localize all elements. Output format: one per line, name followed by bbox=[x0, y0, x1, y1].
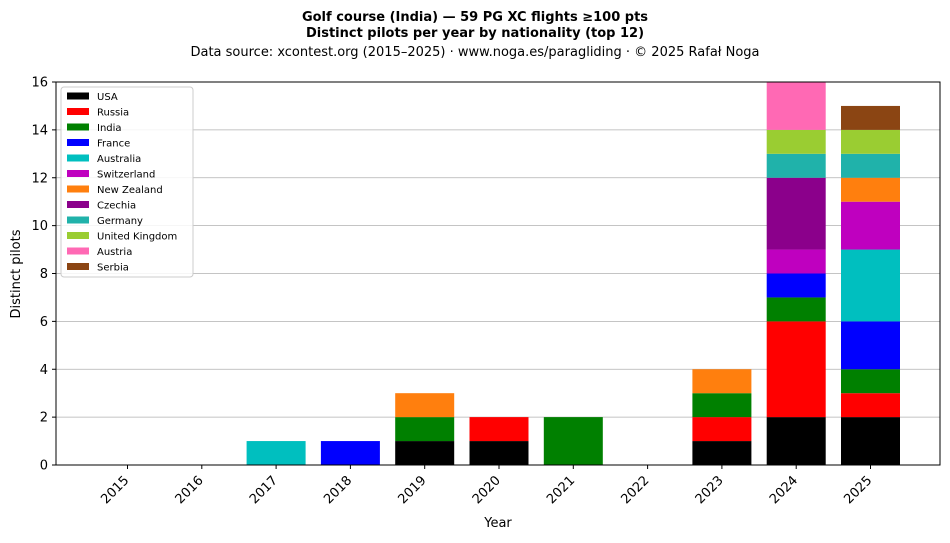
bar-segment bbox=[841, 249, 900, 322]
x-tick-label: 2017 bbox=[247, 473, 281, 507]
x-tick-label: 2020 bbox=[470, 473, 504, 507]
y-axis: 0 2 4 6 8 10 12 14 16 bbox=[31, 76, 56, 474]
legend-entry: USA bbox=[97, 92, 118, 103]
legend-entry: United Kingdom bbox=[97, 232, 177, 243]
legend-entry: Australia bbox=[97, 154, 141, 165]
x-axis: 2015 2016 2017 2018 2019 2020 2021 2022 2023 2024… bbox=[98, 465, 875, 507]
legend-box bbox=[60, 86, 194, 278]
legend-entry: Switzerland bbox=[97, 170, 155, 181]
y-tick-label: 14 bbox=[31, 123, 48, 138]
bar-segment bbox=[692, 369, 752, 394]
x-tick-label: 2023 bbox=[693, 473, 727, 507]
bar-segment bbox=[692, 441, 752, 465]
legend-entry: New Zealand bbox=[97, 185, 163, 196]
y-tick-label: 4 bbox=[40, 363, 48, 378]
bar-segment bbox=[692, 417, 752, 442]
bar-segment bbox=[766, 321, 826, 418]
bar-segment bbox=[841, 105, 900, 130]
y-tick-label: 6 bbox=[40, 315, 48, 330]
legend: USA Russia India France Australia Switzerland… bbox=[60, 86, 194, 278]
legend-swatch bbox=[67, 139, 89, 146]
bar-segment bbox=[841, 153, 900, 178]
legend-swatch bbox=[67, 123, 89, 131]
bar-segment bbox=[766, 273, 826, 298]
y-tick-label: 2 bbox=[40, 411, 48, 426]
bar-segment bbox=[469, 441, 529, 465]
legend-swatch bbox=[67, 185, 89, 193]
legend-swatch bbox=[67, 108, 89, 115]
legend-entry: Germany bbox=[97, 216, 143, 227]
y-axis-label: Distinct pilots bbox=[9, 229, 24, 318]
bar-segment bbox=[841, 393, 900, 418]
legend-entry: Russia bbox=[97, 108, 129, 119]
bar-segment bbox=[766, 297, 826, 322]
legend-swatch bbox=[67, 263, 89, 270]
legend-swatch bbox=[67, 216, 89, 224]
x-tick-label: 2019 bbox=[396, 473, 430, 507]
legend-swatch bbox=[67, 170, 89, 177]
y-tick-label: 8 bbox=[40, 267, 48, 282]
bar-segment bbox=[692, 393, 752, 418]
bar-segment bbox=[841, 177, 900, 202]
bar-segment bbox=[841, 417, 900, 465]
legend-entry: France bbox=[97, 139, 130, 150]
y-tick-label: 12 bbox=[31, 171, 48, 186]
legend-swatch bbox=[67, 201, 89, 208]
bar-segment bbox=[395, 393, 455, 418]
x-tick-label: 2016 bbox=[173, 473, 207, 507]
y-tick-label: 10 bbox=[31, 219, 48, 234]
chart-source-line: Data source: xcontest.org (2015–2025) · … bbox=[190, 45, 759, 60]
bar-segment bbox=[766, 417, 826, 465]
bar-segment bbox=[395, 417, 455, 442]
chart-subtitle: Distinct pilots per year by nationality … bbox=[306, 26, 644, 41]
bar-segment bbox=[469, 417, 529, 442]
x-tick-label: 2015 bbox=[98, 473, 132, 507]
x-tick-label: 2025 bbox=[841, 473, 875, 507]
bar-segment bbox=[841, 369, 900, 394]
bar-segment bbox=[320, 441, 380, 465]
bar-segment bbox=[766, 177, 826, 250]
legend-swatch bbox=[67, 92, 89, 100]
x-tick-label: 2021 bbox=[544, 473, 578, 507]
legend-entry: Austria bbox=[97, 247, 132, 258]
legend-entry: Serbia bbox=[97, 263, 129, 274]
legend-swatch bbox=[67, 232, 89, 239]
x-tick-label: 2024 bbox=[767, 473, 801, 507]
bars bbox=[246, 82, 900, 465]
bar-segment bbox=[766, 249, 826, 274]
y-tick-label: 16 bbox=[31, 76, 48, 91]
bar-segment bbox=[395, 441, 455, 465]
bar-segment bbox=[841, 129, 900, 154]
bar-segment bbox=[841, 321, 900, 370]
x-axis-label: Year bbox=[483, 516, 512, 531]
legend-swatch bbox=[67, 247, 89, 255]
bar-segment bbox=[766, 82, 826, 130]
legend-swatch bbox=[67, 154, 89, 162]
x-tick-label: 2018 bbox=[321, 473, 355, 507]
legend-entry: India bbox=[97, 123, 122, 134]
x-tick-label: 2022 bbox=[618, 473, 652, 507]
chart-title: Golf course (India) — 59 PG XC flights ≥… bbox=[302, 10, 648, 25]
bar-segment bbox=[841, 201, 900, 250]
gridlines bbox=[56, 129, 940, 418]
bar-segment bbox=[543, 417, 603, 465]
bar-segment bbox=[766, 153, 826, 178]
bar-segment bbox=[766, 129, 826, 154]
legend-entry: Czechia bbox=[97, 201, 136, 212]
bar-segment bbox=[246, 441, 306, 465]
y-tick-label: 0 bbox=[40, 459, 48, 474]
